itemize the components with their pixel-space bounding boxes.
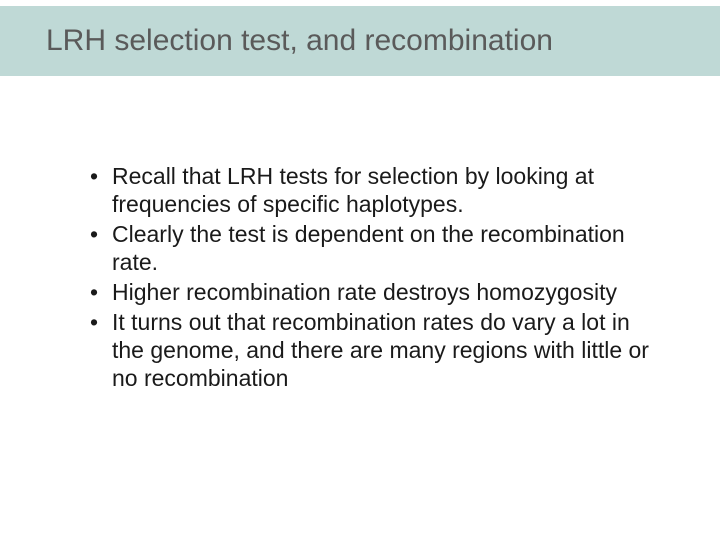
slide-title: LRH selection test, and recombination <box>46 24 720 58</box>
list-item: Recall that LRH tests for selection by l… <box>88 162 650 218</box>
title-band: LRH selection test, and recombination <box>0 6 720 76</box>
bullet-list: Recall that LRH tests for selection by l… <box>88 162 650 392</box>
list-item: Clearly the test is dependent on the rec… <box>88 220 650 276</box>
list-item: Higher recombination rate destroys homoz… <box>88 278 650 306</box>
list-item: It turns out that recombination rates do… <box>88 308 650 392</box>
slide-body: Recall that LRH tests for selection by l… <box>0 76 720 392</box>
